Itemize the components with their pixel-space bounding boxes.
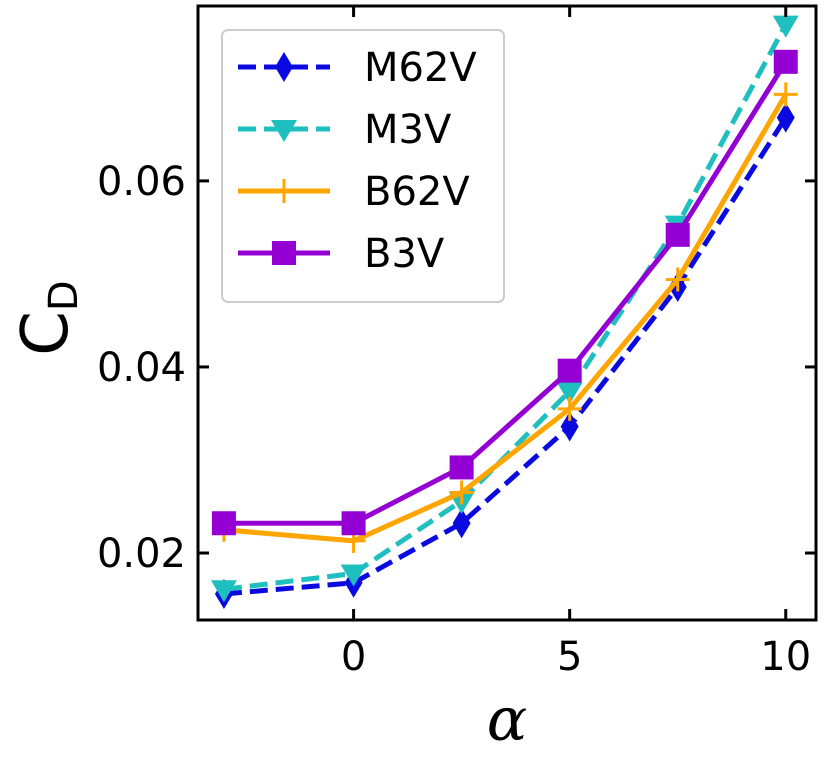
plot-area bbox=[210, 15, 799, 609]
data-point-m62v bbox=[560, 411, 579, 442]
data-point-b3v bbox=[773, 49, 798, 74]
series-line-b62v bbox=[223, 93, 788, 544]
series-line-b3v bbox=[223, 60, 788, 526]
data-point-m3v bbox=[772, 15, 799, 38]
data-point-m3v bbox=[556, 382, 583, 405]
legend-swatch-marker bbox=[272, 179, 296, 203]
legend-entry-b62v: B62V bbox=[238, 169, 470, 215]
data-point-m62v bbox=[452, 508, 471, 539]
data-point-b62v bbox=[557, 396, 582, 421]
legend-swatch-marker bbox=[271, 120, 297, 142]
series-m62v bbox=[214, 102, 795, 609]
y-tick-label: 0.02 bbox=[97, 531, 186, 577]
axis-ticks: 0 5 10 0.02 0.04 0.06 bbox=[97, 6, 816, 680]
y-axis-label-subscript: D bbox=[41, 280, 87, 311]
data-point-b3v bbox=[211, 511, 236, 536]
legend-label: B3V bbox=[364, 231, 445, 277]
data-point-b62v bbox=[449, 480, 474, 505]
legend: M62V M3V B62V B3V bbox=[221, 29, 505, 303]
data-point-m3v bbox=[210, 580, 237, 603]
legend-label: M62V bbox=[364, 45, 477, 91]
legend-label: M3V bbox=[364, 107, 452, 153]
data-point-b62v bbox=[665, 267, 690, 292]
data-point-b3v bbox=[665, 222, 690, 247]
data-point-m3v bbox=[340, 564, 367, 587]
legend-label: B62V bbox=[364, 169, 470, 215]
y-tick-label: 0.06 bbox=[97, 159, 186, 205]
legend-entry-b3v: B3V bbox=[238, 231, 445, 277]
data-point-b3v bbox=[449, 455, 474, 480]
data-point-b3v bbox=[557, 358, 582, 383]
legend-entry-m3v: M3V bbox=[238, 107, 452, 153]
plot-frame bbox=[196, 4, 818, 622]
series-line-m3v bbox=[223, 23, 788, 592]
data-point-b62v bbox=[773, 82, 798, 107]
data-point-b3v bbox=[341, 511, 366, 536]
y-tick-label: 0.04 bbox=[97, 345, 186, 391]
y-axis-label-main: C bbox=[9, 311, 83, 356]
x-tick-label: 10 bbox=[760, 634, 811, 680]
series-line-m62v bbox=[223, 116, 788, 597]
legend-entry-m62v: M62V bbox=[238, 45, 477, 91]
x-tick-label: 5 bbox=[557, 634, 582, 680]
y-axis-label: CD bbox=[9, 280, 87, 356]
legend-swatch-marker bbox=[272, 241, 296, 265]
svg-text:CD: CD bbox=[9, 280, 87, 356]
legend-swatch-marker bbox=[275, 52, 293, 82]
legend-box bbox=[221, 29, 505, 303]
x-tick-label: 0 bbox=[341, 634, 366, 680]
series-b3v bbox=[211, 49, 798, 536]
data-point-m62v bbox=[776, 102, 795, 133]
x-axis-label: α bbox=[487, 685, 528, 755]
